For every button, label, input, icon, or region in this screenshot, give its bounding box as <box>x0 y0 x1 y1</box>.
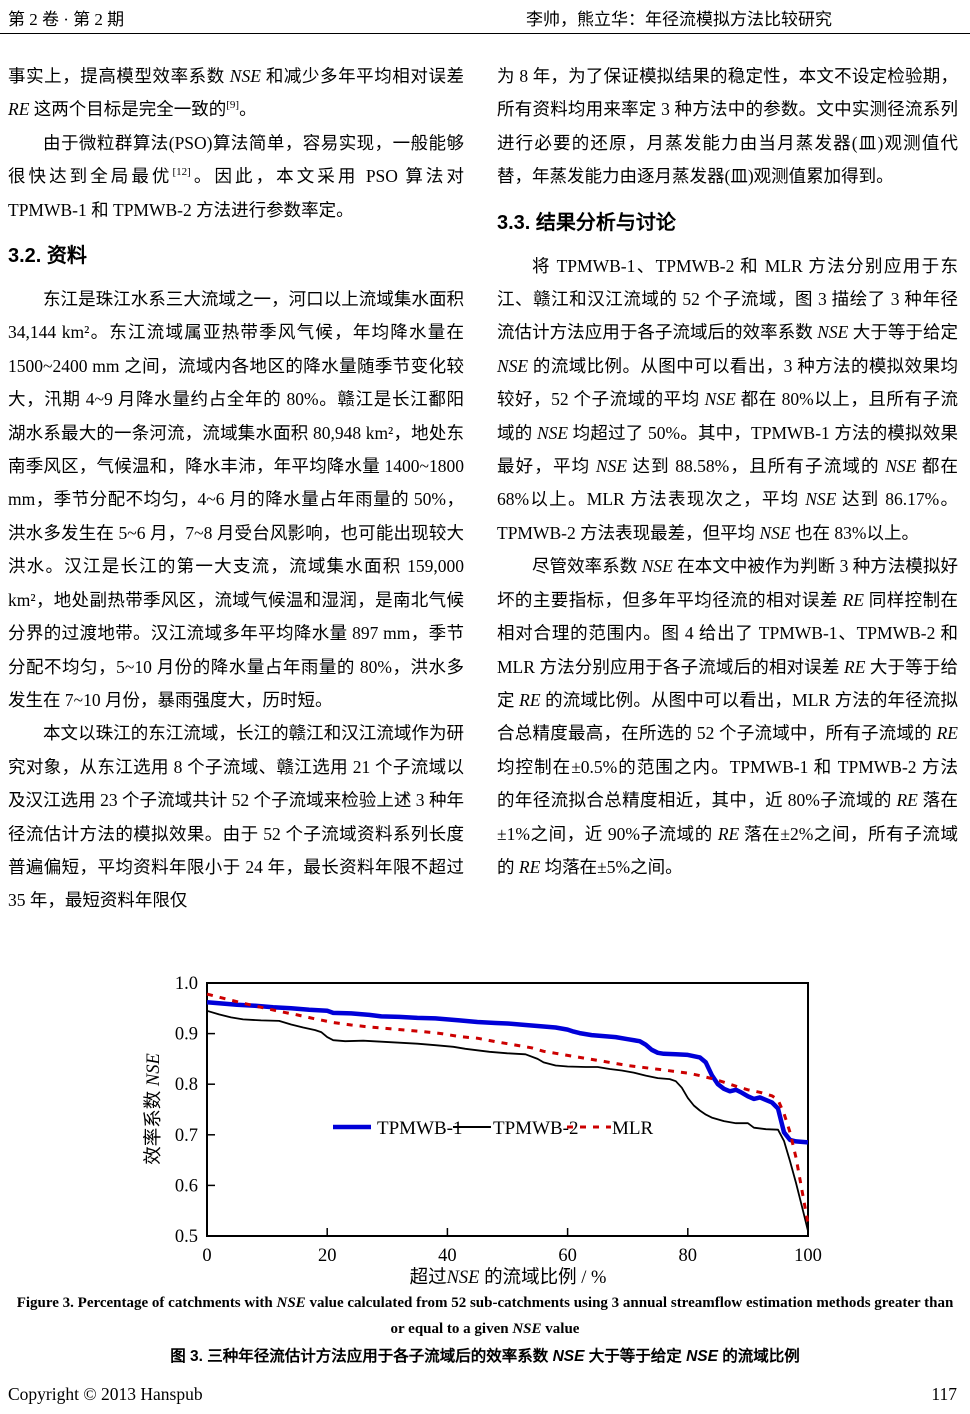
nse-exceedance-line-chart: 0 20 40 60 80 100 0.5 0.6 0.7 0.8 0.9 1.0 TPMWB-1 TPM… <box>175 975 822 1266</box>
y-tick-label: 0.8 <box>175 1075 198 1095</box>
figure-caption-zh: 图 3. 三种年径流估计方法应用于各子流域后的效率系数 NSE 大于等于给定 N… <box>170 1348 800 1365</box>
paragraph: 尽管效率系数 NSE 在本文中被作为判断 3 种方法模拟好坏的主要指标，但多年平… <box>497 556 959 877</box>
paragraph: 事实上，提高模型效率系数 NSE 和减少多年平均相对误差 RE 这两个目标是完全… <box>8 66 465 120</box>
section-heading: 3.3. 结果分析与讨论 <box>497 211 676 234</box>
paragraph: 本文以珠江的东江流域，长江的赣江和汉江流域作为研究对象，从东江选用 8 个子流域… <box>8 723 464 911</box>
left-column: 事实上，提高模型效率系数 NSE 和减少多年平均相对误差 RE 这两个目标是完全… <box>8 60 464 918</box>
y-tick-label: 1.0 <box>175 975 198 994</box>
journal-header: 第 2 卷 · 第 2 期 李帅，熊立华：年径流模拟方法比较研究 <box>8 5 958 31</box>
paragraph: 为 8 年，为了保证模拟结果的稳定性，本文不设定检验期，所有资料均用来率定 3 … <box>497 66 958 187</box>
series-mlr <box>206 992 810 1224</box>
x-tick-label: 80 <box>679 1246 698 1266</box>
figure-caption-en: Figure 3. Percentage of catchments with … <box>16 1295 954 1337</box>
header-rule <box>0 33 970 34</box>
legend-label-mlr: MLR <box>612 1118 654 1139</box>
right-column: 为 8 年，为了保证模拟结果的稳定性，本文不设定检验期，所有资料均用来率定 3 … <box>497 60 958 884</box>
y-tick-label: 0.9 <box>175 1025 198 1045</box>
legend-label-tpmwb-2: TPMWB-2 <box>493 1118 579 1139</box>
paragraph: 将 TPMWB-1、TPMWB-2 和 MLR 方法分别应用于东江、赣江和汉江流… <box>497 255 959 543</box>
x-tick-label: 100 <box>794 1246 822 1266</box>
running-title: 李帅，熊立华：年径流模拟方法比较研究 <box>526 10 832 29</box>
paragraph: 东江是珠江水系三大流域之一，河口以上流域集水面积 34,144 km²。东江流域… <box>8 289 464 710</box>
series-tpmwb-1 <box>206 999 809 1145</box>
x-tick-label: 60 <box>558 1246 577 1266</box>
y-tick-label: 0.7 <box>175 1126 198 1146</box>
legend-label-tpmwb-1: TPMWB-1 <box>377 1118 463 1139</box>
y-tick-label: 0.6 <box>175 1176 198 1196</box>
section-heading: 3.2. 资料 <box>8 245 87 268</box>
page-number: 117 <box>931 1384 957 1404</box>
figure-3-chart: 0 20 40 60 80 100 0.5 0.6 0.7 0.8 0.9 1.0 TPMWB-1 TPM… <box>130 975 870 1305</box>
x-tick-label: 0 <box>202 1246 211 1266</box>
footer-copyright: Copyright © 2013 Hanspub <box>8 1384 203 1404</box>
figure-captions: Figure 3. Percentage of catchments with … <box>0 1290 970 1370</box>
paragraph: 由于微粒群算法(PSO)算法简单，容易实现，一般能够很快达到全局最优[12]。因… <box>8 132 464 220</box>
x-tick-label: 40 <box>438 1246 457 1266</box>
series-tpmwb-2 <box>206 1009 809 1232</box>
volume-issue: 第 2 卷 · 第 2 期 <box>8 10 125 29</box>
y-tick-label: 0.5 <box>175 1227 198 1247</box>
plot-border <box>206 982 809 1237</box>
x-tick-label: 20 <box>318 1246 337 1266</box>
y-axis-title: 效率系数 NSE <box>144 1053 164 1165</box>
x-axis-title: 超过NSE 的流域比例 / % <box>409 1268 607 1288</box>
